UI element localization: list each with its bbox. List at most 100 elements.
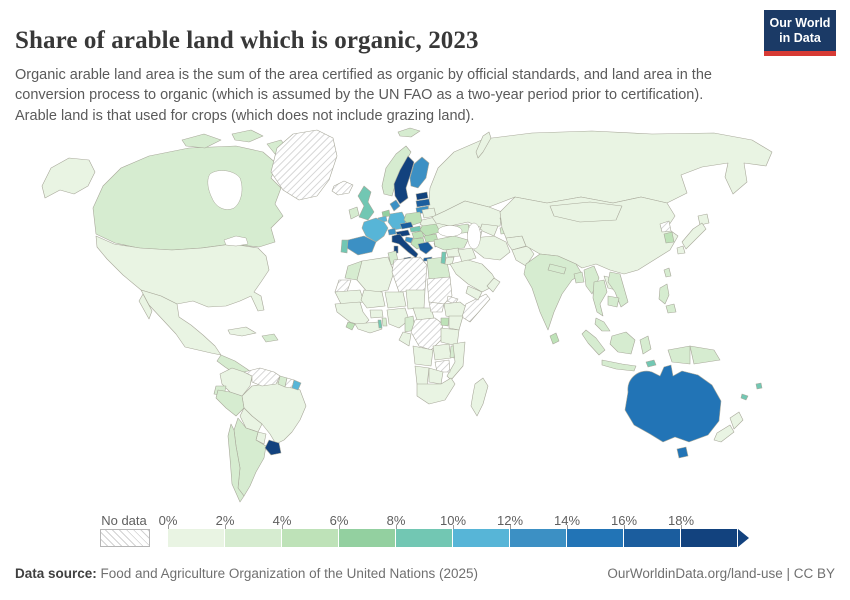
- legend-no-data-swatch[interactable]: [100, 529, 150, 547]
- country-fiji[interactable]: [755, 382, 763, 390]
- country-canada[interactable]: [92, 145, 284, 251]
- country-italy[interactable]: [391, 233, 419, 259]
- country-indonesia-borneo[interactable]: [609, 331, 636, 355]
- country-chile[interactable]: [227, 423, 245, 503]
- country-philippines-mindanao[interactable]: [665, 303, 677, 314]
- legend-swatch[interactable]: [225, 529, 282, 547]
- country-uruguay[interactable]: [264, 439, 282, 456]
- country-angola[interactable]: [412, 345, 434, 367]
- country-cuba[interactable]: [227, 326, 257, 337]
- country-sri-lanka[interactable]: [549, 332, 560, 345]
- country-kenya[interactable]: [448, 315, 464, 331]
- country-hispaniola[interactable]: [261, 333, 279, 343]
- country-vietnam[interactable]: [607, 271, 629, 308]
- country-thailand[interactable]: [592, 279, 608, 317]
- country-nz-north[interactable]: [729, 411, 744, 430]
- country-papua-new-guinea[interactable]: [689, 345, 721, 365]
- legend-swatch[interactable]: [567, 529, 624, 547]
- country-indonesia-papua[interactable]: [667, 345, 691, 365]
- country-togo[interactable]: [377, 319, 383, 329]
- country-denmark[interactable]: [389, 199, 401, 212]
- country-china[interactable]: [499, 196, 679, 275]
- country-drc[interactable]: [410, 317, 444, 351]
- country-romania[interactable]: [419, 223, 441, 237]
- country-france[interactable]: [361, 217, 389, 243]
- country-philippines-luzon[interactable]: [658, 283, 670, 305]
- country-liberia-ghana[interactable]: [354, 321, 383, 334]
- country-japan-kyushu[interactable]: [676, 245, 686, 255]
- country-nz-south[interactable]: [713, 424, 735, 443]
- country-north-korea[interactable]: [659, 220, 672, 233]
- country-hungary[interactable]: [411, 230, 425, 240]
- country-new-caledonia[interactable]: [740, 393, 749, 401]
- country-iraq[interactable]: [457, 247, 477, 263]
- country-russia-novaya-zemlya[interactable]: [475, 131, 492, 159]
- country-czechia[interactable]: [399, 221, 414, 230]
- country-benin[interactable]: [381, 317, 388, 327]
- country-algeria[interactable]: [356, 256, 395, 295]
- legend-swatch[interactable]: [681, 529, 738, 547]
- country-south-africa[interactable]: [416, 377, 456, 405]
- country-iran[interactable]: [471, 235, 511, 261]
- country-madagascar[interactable]: [470, 377, 489, 417]
- country-senegal-guinea[interactable]: [334, 301, 370, 327]
- country-sierra-leone[interactable]: [345, 321, 356, 331]
- country-usa-alaska[interactable]: [41, 157, 96, 199]
- country-oman[interactable]: [486, 277, 501, 293]
- country-turkey[interactable]: [433, 235, 469, 251]
- country-uganda[interactable]: [440, 317, 450, 327]
- country-zimbabwe[interactable]: [434, 359, 451, 373]
- country-french-guiana[interactable]: [291, 379, 302, 391]
- country-nepal[interactable]: [547, 263, 567, 275]
- country-australia[interactable]: [624, 364, 722, 443]
- legend-swatch[interactable]: [168, 529, 225, 547]
- country-india[interactable]: [523, 253, 583, 331]
- owid-logo[interactable]: Our World in Data: [764, 10, 836, 56]
- country-sweden[interactable]: [393, 155, 415, 205]
- country-congo-gabon[interactable]: [398, 331, 412, 347]
- country-greenland[interactable]: [270, 129, 338, 201]
- country-canada-arctic-2[interactable]: [231, 129, 264, 143]
- country-malaysia[interactable]: [594, 317, 611, 332]
- country-uk[interactable]: [357, 185, 375, 221]
- country-mexico-baja[interactable]: [138, 293, 153, 320]
- country-ireland[interactable]: [348, 206, 360, 220]
- country-estonia[interactable]: [415, 191, 429, 201]
- country-cambodia[interactable]: [607, 295, 620, 308]
- legend-swatch[interactable]: [510, 529, 567, 547]
- country-western-sahara[interactable]: [334, 279, 352, 293]
- country-somalia[interactable]: [461, 293, 491, 323]
- country-namibia[interactable]: [414, 365, 430, 387]
- country-venezuela[interactable]: [243, 367, 281, 387]
- legend-swatch[interactable]: [282, 529, 339, 547]
- country-uzbekistan[interactable]: [479, 223, 499, 237]
- country-chad[interactable]: [405, 289, 426, 310]
- country-indonesia-sumatra[interactable]: [581, 329, 606, 356]
- country-netherlands[interactable]: [381, 209, 391, 218]
- country-japan-hokkaido[interactable]: [697, 213, 710, 226]
- country-switzerland[interactable]: [387, 227, 397, 236]
- country-nigeria[interactable]: [386, 307, 410, 329]
- legend-swatch[interactable]: [339, 529, 396, 547]
- country-mali[interactable]: [360, 289, 386, 309]
- legend-swatch[interactable]: [396, 529, 453, 547]
- country-greece[interactable]: [417, 241, 434, 255]
- country-peru[interactable]: [215, 389, 245, 417]
- country-timor-leste[interactable]: [645, 359, 657, 368]
- country-finland[interactable]: [409, 156, 430, 189]
- country-croatia[interactable]: [404, 236, 414, 244]
- legend-swatch[interactable]: [453, 529, 510, 547]
- country-latvia[interactable]: [415, 198, 431, 208]
- country-canada-arctic-1[interactable]: [181, 133, 222, 149]
- country-south-sudan[interactable]: [428, 301, 445, 313]
- country-japan-honshu[interactable]: [681, 222, 707, 250]
- country-south-korea[interactable]: [663, 231, 675, 244]
- country-yemen[interactable]: [465, 285, 483, 301]
- country-mongolia[interactable]: [549, 201, 623, 223]
- country-pakistan[interactable]: [511, 245, 535, 267]
- country-portugal[interactable]: [340, 239, 349, 254]
- country-indonesia-java[interactable]: [601, 359, 637, 372]
- country-libya[interactable]: [391, 256, 428, 293]
- country-argentina[interactable]: [233, 417, 267, 497]
- country-niger[interactable]: [384, 291, 407, 309]
